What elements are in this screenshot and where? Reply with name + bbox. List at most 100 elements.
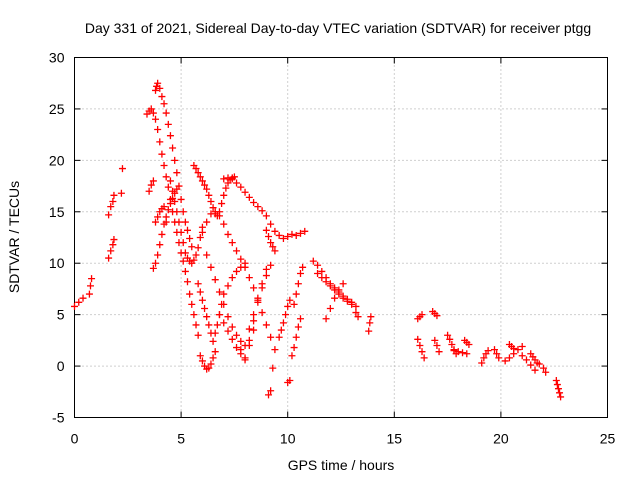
y-axis-label: SDTVAR / TECUs <box>6 181 22 293</box>
data-point <box>250 311 258 319</box>
data-point <box>224 230 232 238</box>
data-point <box>179 208 187 216</box>
data-point <box>79 294 87 302</box>
data-point <box>75 298 83 306</box>
data-point <box>169 187 177 195</box>
data-point <box>318 267 326 275</box>
data-point <box>322 278 330 286</box>
data-point <box>233 247 241 255</box>
series-sat-k <box>166 177 206 267</box>
series-sat-at <box>552 376 565 401</box>
series-sat-s <box>215 311 258 362</box>
data-point <box>326 282 334 290</box>
data-point <box>181 249 189 257</box>
data-point <box>339 294 347 302</box>
data-point <box>279 319 287 327</box>
data-point <box>228 274 236 282</box>
data-point <box>296 315 304 323</box>
data-point <box>290 344 298 352</box>
data-point <box>158 93 166 101</box>
data-point <box>173 169 181 177</box>
data-point <box>154 79 162 87</box>
data-point <box>186 235 194 243</box>
data-point <box>196 288 204 296</box>
data-point <box>147 181 155 189</box>
data-point <box>554 385 562 393</box>
data-point <box>201 304 209 312</box>
data-point <box>277 326 285 334</box>
series-sat-m <box>198 208 279 354</box>
data-point <box>196 352 204 360</box>
series-sat-u <box>262 226 279 255</box>
data-point <box>109 198 117 205</box>
x-axis-label: GPS time / hours <box>288 457 395 473</box>
series-sat-i <box>152 203 170 226</box>
data-point <box>215 311 223 319</box>
data-point <box>218 200 226 208</box>
data-point <box>164 183 172 191</box>
data-point <box>542 368 550 376</box>
y-tick-label: 15 <box>49 204 65 220</box>
data-point <box>493 350 501 358</box>
y-tick-label: -5 <box>52 410 65 426</box>
data-point <box>166 200 174 208</box>
series-sat-d <box>105 191 118 219</box>
data-point <box>152 86 160 94</box>
data-point <box>183 226 191 234</box>
data-point <box>322 315 330 323</box>
data-point <box>557 393 565 401</box>
data-point <box>262 321 270 329</box>
series-sat-aj <box>444 331 460 358</box>
data-point <box>414 335 422 343</box>
data-point <box>205 321 213 329</box>
data-point <box>505 354 513 362</box>
data-point <box>88 275 96 283</box>
data-point <box>262 212 270 220</box>
data-point <box>433 312 441 320</box>
data-point <box>326 304 334 312</box>
data-point <box>233 179 241 187</box>
data-point <box>162 173 170 181</box>
data-point <box>220 300 228 308</box>
data-point <box>192 321 200 329</box>
series-sat-q <box>211 259 249 337</box>
data-point <box>271 227 279 235</box>
data-point <box>267 220 275 228</box>
data-point <box>292 231 300 239</box>
data-point <box>164 120 172 128</box>
series-sat-ak <box>450 347 471 358</box>
y-tick-label: 25 <box>49 101 65 117</box>
data-point <box>85 290 93 298</box>
series-sat-g <box>152 79 196 251</box>
data-point <box>222 184 230 192</box>
data-point <box>198 228 206 236</box>
data-point <box>269 364 277 372</box>
data-point <box>335 286 343 294</box>
data-point <box>209 354 217 362</box>
data-point <box>254 203 262 211</box>
data-point <box>258 309 266 317</box>
series-sat-ac <box>322 280 347 323</box>
series-sat-b <box>85 275 96 298</box>
data-point <box>418 311 426 319</box>
series-sat-j <box>149 185 181 272</box>
data-point <box>154 126 162 133</box>
data-point <box>237 337 245 345</box>
data-point <box>145 187 153 195</box>
data-point <box>177 228 185 236</box>
data-point <box>250 284 258 292</box>
data-point <box>431 336 439 344</box>
data-point <box>211 348 219 356</box>
y-tick-label: 5 <box>57 307 65 323</box>
data-point <box>352 309 360 317</box>
data-point <box>522 356 530 364</box>
data-point <box>156 241 164 249</box>
series-sat-p <box>196 348 219 373</box>
data-point <box>459 349 467 357</box>
data-point <box>267 239 275 247</box>
series-sat-x <box>284 376 294 387</box>
data-point <box>514 346 522 354</box>
data-point <box>175 218 183 226</box>
data-point <box>166 177 174 185</box>
data-point <box>156 84 164 92</box>
